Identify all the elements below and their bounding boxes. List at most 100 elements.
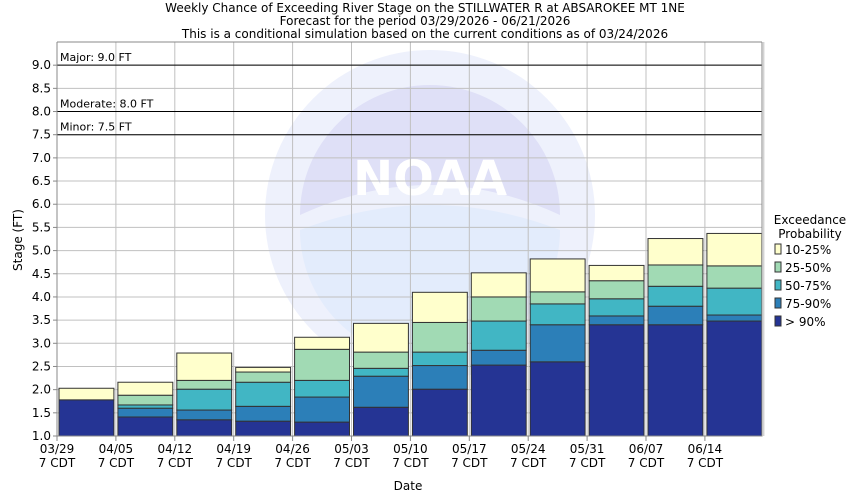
bar-segment bbox=[470, 349, 527, 366]
chart-title-2: Forecast for the period 03/29/2026 - 06/… bbox=[280, 14, 571, 28]
y-tick-label: 3.0 bbox=[32, 336, 51, 350]
x-tick-label: 04/26 bbox=[275, 442, 310, 456]
y-axis-label: Stage (FT) bbox=[11, 209, 25, 271]
x-tick-sublabel: 7 CDT bbox=[392, 456, 429, 470]
x-tick-label: 05/17 bbox=[452, 442, 487, 456]
legend-title: Exceedance bbox=[774, 213, 846, 227]
bar-segment bbox=[176, 419, 233, 437]
y-tick-label: 9.0 bbox=[32, 58, 51, 72]
bar-segment bbox=[353, 351, 409, 369]
y-tick-label: 8.5 bbox=[32, 81, 51, 95]
x-tick-label: 05/31 bbox=[570, 442, 605, 456]
bar-segment bbox=[411, 351, 468, 367]
legend-label: 50-75% bbox=[785, 279, 831, 293]
bar-segment bbox=[529, 324, 586, 363]
bar-segment bbox=[176, 379, 233, 390]
svg-text:NOAA: NOAA bbox=[353, 151, 507, 207]
y-tick-label: 1.0 bbox=[32, 429, 51, 443]
legend-swatch bbox=[774, 315, 782, 327]
bar-segment bbox=[235, 405, 292, 422]
flood-level-label: Moderate: 8.0 FT bbox=[60, 98, 154, 111]
bar-segment bbox=[353, 375, 409, 408]
x-tick-label: 05/03 bbox=[334, 442, 369, 456]
y-tick-label: 3.5 bbox=[32, 313, 51, 327]
bar-segment bbox=[529, 291, 586, 305]
chart-title-1: Weekly Chance of Exceeding River Stage o… bbox=[165, 1, 685, 15]
bar-segment bbox=[117, 407, 174, 418]
bar-segment bbox=[294, 348, 351, 381]
bar-segment bbox=[411, 291, 468, 323]
x-tick-sublabel: 7 CDT bbox=[451, 456, 488, 470]
bar-segment bbox=[353, 322, 409, 353]
x-tick-sublabel: 7 CDT bbox=[628, 456, 665, 470]
legend-swatch bbox=[774, 297, 782, 309]
x-tick-sublabel: 7 CDT bbox=[687, 456, 724, 470]
bar-segment bbox=[353, 367, 409, 377]
x-tick-label: 05/24 bbox=[511, 442, 546, 456]
bar-segment bbox=[117, 381, 174, 396]
bar-segment bbox=[411, 365, 468, 390]
x-tick-sublabel: 7 CDT bbox=[157, 456, 194, 470]
bar-segment bbox=[706, 265, 763, 289]
bar-segment bbox=[529, 361, 586, 437]
bar-segment bbox=[58, 399, 115, 437]
bar-segment bbox=[706, 287, 763, 316]
bar-segment bbox=[235, 420, 292, 437]
bar-segment bbox=[706, 314, 763, 322]
bar-segment bbox=[588, 315, 645, 326]
bar-segment bbox=[294, 379, 351, 398]
y-tick-label: 2.5 bbox=[32, 359, 51, 373]
x-tick-label: 03/29 bbox=[40, 442, 75, 456]
legend-label: 75-90% bbox=[785, 297, 831, 311]
bar-segment bbox=[294, 421, 351, 437]
x-tick-sublabel: 7 CDT bbox=[510, 456, 547, 470]
flood-level-label: Minor: 7.5 FT bbox=[60, 121, 132, 134]
bar-segment bbox=[647, 238, 704, 266]
y-tick-label: 6.5 bbox=[32, 174, 51, 188]
bar-segment bbox=[588, 280, 645, 300]
chart-title-3: This is a conditional simulation based o… bbox=[181, 27, 668, 41]
x-tick-label: 04/12 bbox=[158, 442, 193, 456]
legend-swatch bbox=[774, 261, 782, 273]
x-tick-label: 06/07 bbox=[629, 442, 664, 456]
bar-segment bbox=[176, 352, 233, 381]
y-tick-label: 7.5 bbox=[32, 128, 51, 142]
legend-swatch bbox=[774, 279, 782, 291]
x-tick-label: 04/19 bbox=[216, 442, 251, 456]
x-tick-label: 06/14 bbox=[688, 442, 723, 456]
legend-label: 10-25% bbox=[785, 243, 831, 257]
legend-label: > 90% bbox=[785, 315, 826, 329]
x-tick-label: 05/10 bbox=[393, 442, 428, 456]
bar-segment bbox=[706, 232, 763, 267]
bar-segment bbox=[58, 387, 115, 401]
x-tick-sublabel: 7 CDT bbox=[569, 456, 606, 470]
bar-segment bbox=[470, 272, 527, 298]
bar-segment bbox=[235, 381, 292, 407]
bar-segment bbox=[647, 305, 704, 326]
bar-segment bbox=[588, 324, 645, 437]
x-tick-sublabel: 7 CDT bbox=[39, 456, 76, 470]
y-tick-label: 6.0 bbox=[32, 197, 51, 211]
x-tick-sublabel: 7 CDT bbox=[333, 456, 370, 470]
x-tick-sublabel: 7 CDT bbox=[98, 456, 135, 470]
y-tick-label: 7.0 bbox=[32, 151, 51, 165]
bar-segment bbox=[294, 396, 351, 423]
bar-segment bbox=[353, 406, 409, 437]
bar-segment bbox=[117, 394, 174, 406]
bar-segment bbox=[588, 264, 645, 282]
bar-segment bbox=[529, 258, 586, 293]
legend-title: Probability bbox=[778, 227, 841, 241]
bar-segment bbox=[411, 388, 468, 437]
bar-segment bbox=[706, 320, 763, 437]
legend-swatch bbox=[774, 243, 782, 255]
flood-level-label: Major: 9.0 FT bbox=[60, 51, 132, 64]
legend-label: 25-50% bbox=[785, 261, 831, 275]
bar-segment bbox=[176, 409, 233, 421]
y-tick-label: 4.0 bbox=[32, 290, 51, 304]
y-tick-label: 4.5 bbox=[32, 267, 51, 281]
y-tick-label: 5.0 bbox=[32, 244, 51, 258]
bar-segment bbox=[176, 388, 233, 411]
bar-segment bbox=[647, 264, 704, 287]
bar-segment bbox=[470, 364, 527, 437]
